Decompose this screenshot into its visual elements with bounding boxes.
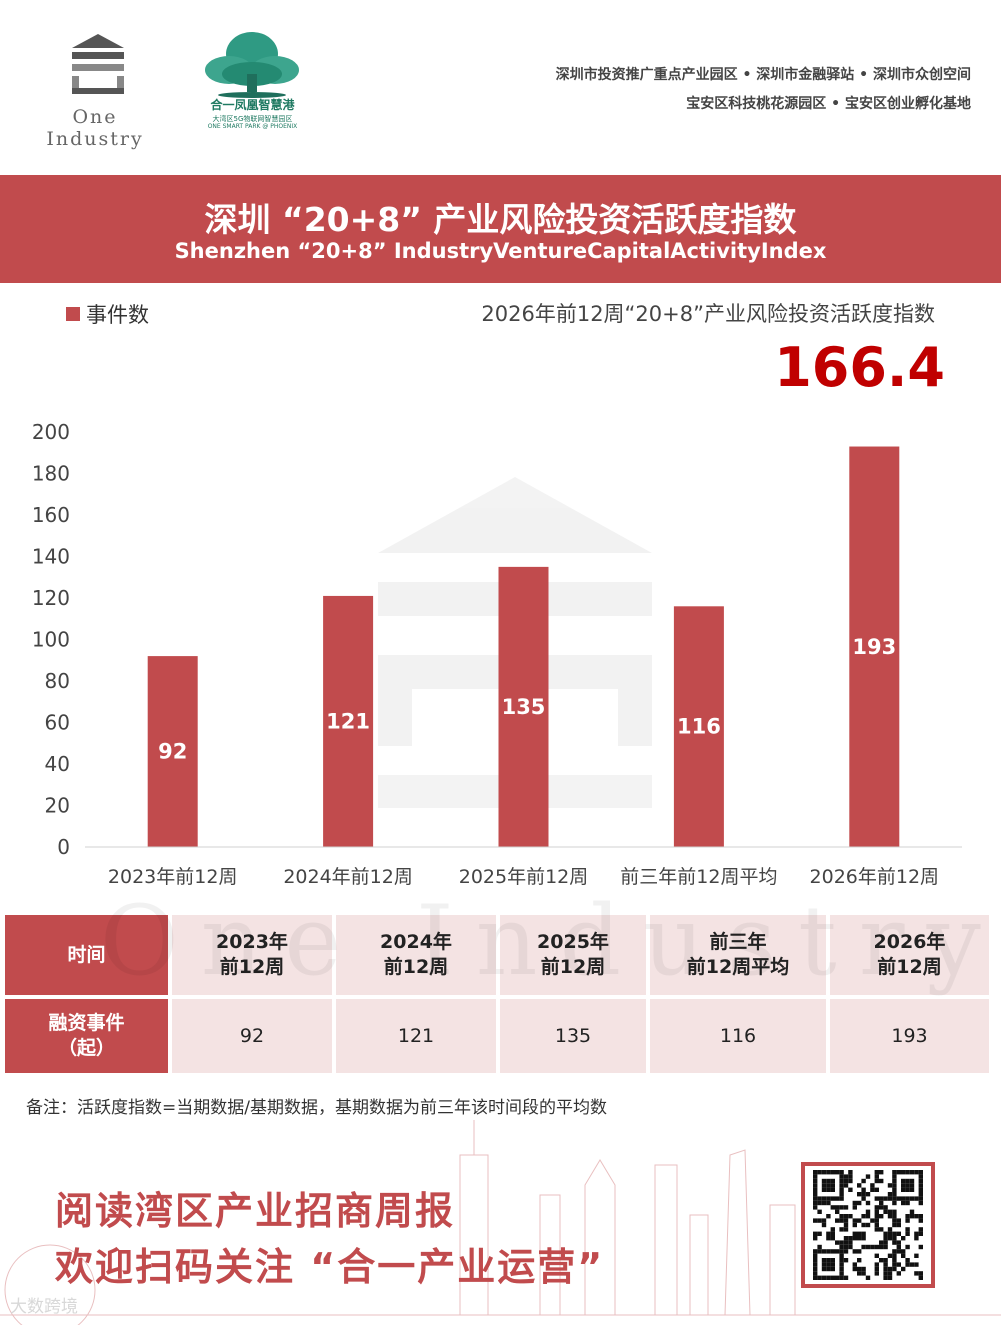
corner-watermark: 大数跨境 xyxy=(10,1297,78,1317)
y-tick-label: 160 xyxy=(32,503,70,527)
phoenix-park-subtitle: 大湾区5G物联网智慧园区 xyxy=(212,115,293,123)
y-tick-label: 20 xyxy=(45,794,70,818)
table-column-header: 2023年 前12周 xyxy=(172,915,332,995)
table-cell-value: 135 xyxy=(500,999,646,1073)
index-value: 166.4 xyxy=(774,336,945,399)
y-tick-label: 40 xyxy=(45,752,70,776)
one-industry-logo: One Industry xyxy=(20,30,170,150)
table-cell-value: 92 xyxy=(172,999,332,1073)
tree-icon xyxy=(205,32,299,98)
title-en: Shenzhen “20+8” IndustryVentureCapitalAc… xyxy=(174,239,827,263)
skyline-illustration xyxy=(0,1120,1001,1325)
y-tick-label: 180 xyxy=(32,462,70,486)
qr-code xyxy=(801,1162,935,1288)
bar-value-label: 135 xyxy=(502,695,546,719)
bar xyxy=(849,446,900,847)
table-column-header: 2025年 前12周 xyxy=(500,915,646,995)
chart-legend: 事件数 xyxy=(66,299,149,329)
table-column-header: 前三年 前12周平均 xyxy=(650,915,826,995)
promo-line-1: 阅读湾区产业招商周报 xyxy=(55,1189,456,1233)
x-tick-label: 2026年前12周 xyxy=(810,866,940,888)
legend-label: 事件数 xyxy=(86,303,149,327)
legend-swatch xyxy=(66,307,80,321)
x-tick-label: 前三年前12周平均 xyxy=(620,866,777,888)
index-caption: 2026年前12周“20+8”产业风险投资活跃度指数 xyxy=(481,302,935,326)
bar xyxy=(323,595,374,847)
qr-code-icon xyxy=(813,1170,923,1280)
one-industry-logo-icon xyxy=(72,34,124,94)
bar xyxy=(147,656,198,847)
bars: 92 121 135 116 193 xyxy=(147,446,900,847)
y-tick-label: 60 xyxy=(45,711,70,735)
phoenix-park-logo: 合一凤凰智慧港 大湾区5G物联网智慧园区 ONE SMART PARK @ PH… xyxy=(195,28,310,138)
x-tick-label: 2025年前12周 xyxy=(459,866,589,888)
one-industry-logo-text: One Industry xyxy=(46,106,144,150)
x-tick-label: 2023年前12周 xyxy=(108,866,238,888)
x-axis: 2023年前12周 2024年前12周 2025年前12周 前三年前12周平均 2026… xyxy=(85,846,962,888)
row-header-events: 融资事件 （起） xyxy=(5,999,168,1073)
y-tick-label: 200 xyxy=(32,420,70,444)
phoenix-park-name: 合一凤凰智慧港 xyxy=(210,98,295,112)
x-tick-label: 2024年前12周 xyxy=(283,866,413,888)
y-axis: 0 20 40 60 80 100 120 140 160 180 200 xyxy=(32,420,70,859)
phoenix-park-subtitle-en: ONE SMART PARK @ PHOENIX xyxy=(207,123,298,130)
bar-value-label: 121 xyxy=(326,709,370,733)
table-cell-value: 116 xyxy=(650,999,826,1073)
center-watermark: One Industry xyxy=(100,885,1001,997)
title-cn: 深圳 “20+8” 产业风险投资活跃度指数 xyxy=(204,200,797,239)
table-column-header: 2024年 前12周 xyxy=(336,915,496,995)
bar xyxy=(498,566,549,847)
table-cell-value: 121 xyxy=(336,999,496,1073)
bar-chart: 0 20 40 60 80 100 120 140 160 180 200 92 121 135 116 1… xyxy=(32,420,962,888)
y-tick-label: 0 xyxy=(57,835,70,859)
bar-value-label: 193 xyxy=(852,635,896,659)
bar xyxy=(673,606,724,847)
table-cell-value: 193 xyxy=(830,999,989,1073)
y-tick-label: 120 xyxy=(32,586,70,610)
header-tagline-1: 深圳市投资推广重点产业园区 • 深圳市金融驿站 • 深圳市众创空间 xyxy=(555,67,971,83)
y-tick-label: 80 xyxy=(45,669,70,693)
title-banner: 深圳 “20+8” 产业风险投资活跃度指数 Shenzhen “20+8” In… xyxy=(0,175,1001,283)
bar-value-label: 116 xyxy=(677,715,721,739)
footnote: 备注：活跃度指数=当期数据/基期数据，基期数据为前三年该时间段的平均数 xyxy=(26,1098,607,1118)
row-header-time: 时间 xyxy=(5,915,168,995)
y-tick-label: 100 xyxy=(32,628,70,652)
header-tagline-2: 宝安区科技桃花源园区 • 宝安区创业孵化基地 xyxy=(686,96,971,112)
data-table: 时间 融资事件 （起） 2023年 前12周 92 2024年 前12周 121 202… xyxy=(5,915,993,1073)
bar-value-label: 92 xyxy=(158,740,187,764)
promo-line-2: 欢迎扫码关注 “合一产业运营” xyxy=(55,1245,605,1289)
y-tick-label: 140 xyxy=(32,545,70,569)
table-column-header: 2026年 前12周 xyxy=(830,915,989,995)
